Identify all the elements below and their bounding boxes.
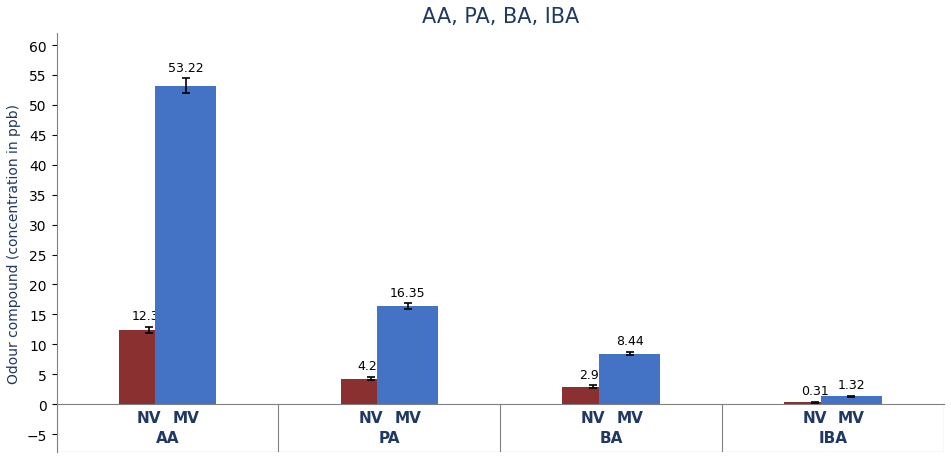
Text: MV: MV: [838, 410, 864, 425]
Text: 8.44: 8.44: [615, 334, 644, 347]
Text: IBA: IBA: [819, 430, 847, 445]
Text: 12.39: 12.39: [131, 309, 167, 323]
Bar: [599, 354, 660, 404]
Bar: [821, 397, 882, 404]
Text: 16.35: 16.35: [390, 286, 425, 299]
Text: 53.22: 53.22: [168, 62, 204, 74]
Text: NV: NV: [581, 410, 605, 425]
Text: MV: MV: [172, 410, 200, 425]
Text: 4.28: 4.28: [358, 359, 385, 372]
Bar: [562, 387, 624, 404]
Bar: [119, 330, 180, 404]
Bar: [340, 379, 401, 404]
Text: 1.32: 1.32: [838, 378, 865, 391]
Text: NV: NV: [359, 410, 383, 425]
Text: NV: NV: [137, 410, 162, 425]
Bar: [378, 307, 438, 404]
Text: AA: AA: [156, 430, 180, 445]
Bar: [785, 403, 845, 404]
Y-axis label: Odour compound (concentration in ppb): Odour compound (concentration in ppb): [7, 103, 21, 383]
Title: AA, PA, BA, IBA: AA, PA, BA, IBA: [421, 7, 579, 27]
Text: 2.93: 2.93: [579, 368, 607, 381]
Bar: [155, 86, 216, 404]
Text: BA: BA: [599, 430, 623, 445]
Text: NV: NV: [803, 410, 827, 425]
Text: MV: MV: [616, 410, 643, 425]
Text: MV: MV: [395, 410, 421, 425]
Text: PA: PA: [378, 430, 400, 445]
Text: 0.31: 0.31: [801, 384, 828, 397]
